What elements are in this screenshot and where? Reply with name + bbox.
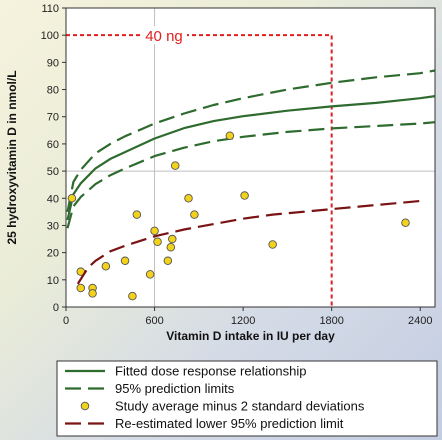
data-point: [170, 161, 180, 170]
data-point: [101, 261, 111, 271]
y-tick-label: 50: [47, 166, 59, 178]
y-tick-label: 10: [47, 275, 59, 287]
data-point: [150, 226, 159, 236]
y-tick-label: 40: [47, 193, 59, 205]
data-point: [67, 194, 77, 203]
data-point: [168, 234, 177, 244]
annotation-label: 40 ng: [145, 28, 183, 45]
x-tick-label: 1200: [231, 315, 255, 327]
data-point: [166, 242, 176, 252]
x-tick-label: 0: [63, 315, 69, 327]
x-tick-label: 600: [145, 315, 163, 327]
y-tick-label: 90: [47, 57, 59, 69]
y-tick-label: 60: [47, 139, 59, 151]
x-tick-label: 1800: [319, 315, 343, 327]
data-point: [132, 210, 142, 219]
legend-swatch-marker: [80, 401, 90, 411]
data-point: [163, 256, 173, 266]
legend-label: Study average minus 2 standard deviation…: [115, 399, 365, 414]
plot-area: [66, 8, 435, 307]
legend-label: 95% prediction limits: [115, 381, 235, 396]
series-line-4: [76, 199, 421, 285]
data-point: [120, 256, 130, 266]
y-tick-label: 110: [41, 3, 59, 15]
y-tick-label: 70: [47, 112, 59, 124]
annotation-label-bg: [141, 26, 187, 45]
x-tick-label: 2400: [408, 315, 432, 327]
data-point: [240, 191, 249, 200]
y-axis-label: 25 hydroxyvitamin D in nmol/L: [5, 70, 19, 244]
data-point: [268, 240, 277, 249]
legend-label: Re-estimated lower 95% prediction limit: [115, 416, 344, 431]
y-tick-label: 20: [47, 248, 59, 260]
y-tick-label: 0: [53, 302, 59, 314]
data-point: [153, 237, 162, 247]
data-point: [145, 270, 155, 279]
data-point: [76, 283, 86, 293]
y-tick-label: 100: [41, 30, 59, 42]
data-point: [88, 289, 97, 298]
data-point: [190, 210, 199, 219]
series-line-1: [66, 69, 436, 213]
y-tick-label: 80: [47, 85, 59, 97]
y-tick-label: 30: [47, 220, 59, 232]
legend-box: [56, 360, 438, 437]
data-point: [225, 131, 235, 141]
series-line-2: [66, 121, 436, 229]
legend-label: Fitted dose response relationship: [115, 364, 307, 379]
data-point: [401, 218, 410, 227]
x-axis-label: Vitamin D intake in IU per day: [166, 329, 335, 343]
series-line-0: [66, 95, 436, 221]
plot-frame: [65, 7, 436, 308]
data-point: [184, 194, 193, 203]
data-point: [128, 291, 137, 301]
